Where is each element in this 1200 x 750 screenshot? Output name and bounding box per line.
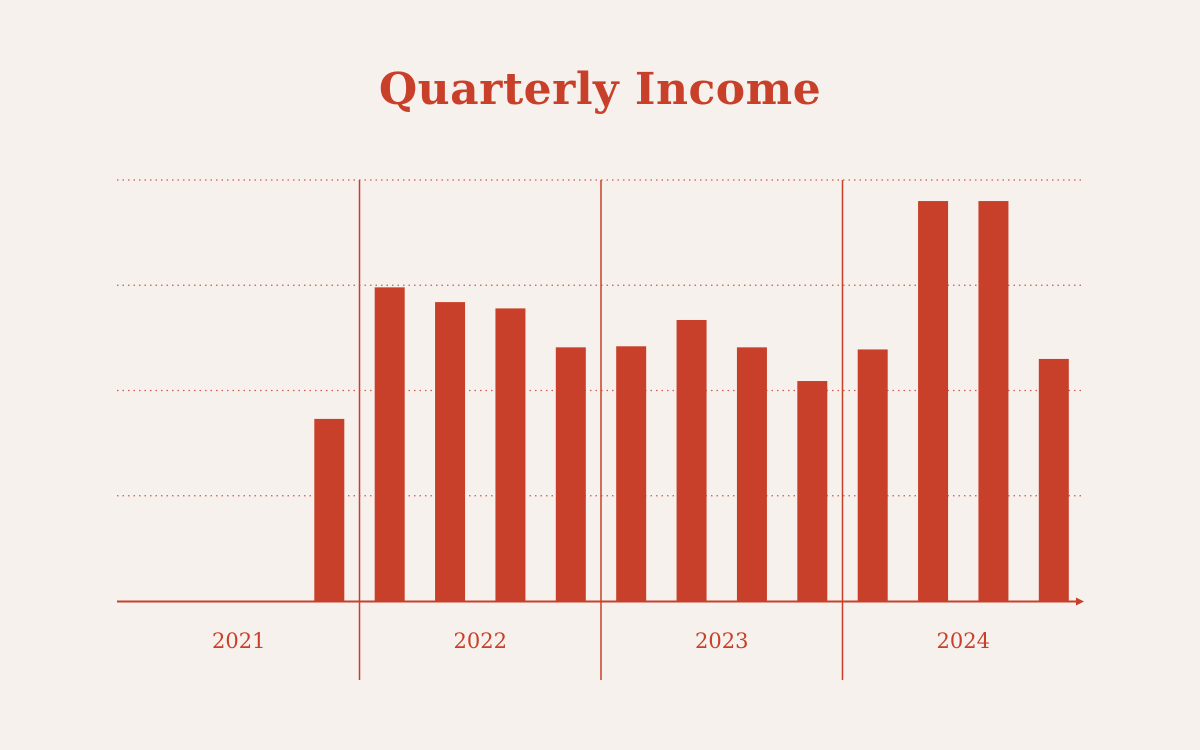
bars xyxy=(314,201,1069,602)
bar-2024-q3 xyxy=(978,201,1009,602)
year-label-2024: 2024 xyxy=(937,629,990,653)
year-label-2021: 2021 xyxy=(212,629,265,653)
x-axis-arrow xyxy=(1076,597,1084,606)
bar-2024-q1 xyxy=(857,349,888,601)
year-label-2022: 2022 xyxy=(454,629,507,653)
x-axis xyxy=(117,597,1084,606)
bar-2023-q2 xyxy=(676,319,707,601)
year-label-2023: 2023 xyxy=(695,629,748,653)
bar-2021-q4 xyxy=(314,418,345,601)
bar-2022-q2 xyxy=(435,302,466,601)
bar-2023-q4 xyxy=(797,381,828,601)
bar-2022-q3 xyxy=(495,308,526,601)
bar-2023-q3 xyxy=(736,347,767,601)
bar-2024-q4 xyxy=(1038,358,1069,601)
chart-title: Quarterly Income xyxy=(378,64,822,115)
bar-2023-q1 xyxy=(616,346,647,601)
year-separators xyxy=(358,180,844,680)
bar-2024-q2 xyxy=(918,201,949,602)
bar-2022-q4 xyxy=(555,347,586,601)
grid-lines xyxy=(117,179,1083,497)
year-labels: 2021 2022 2023 2024 xyxy=(212,629,990,653)
bar-2022-q1 xyxy=(374,287,405,601)
